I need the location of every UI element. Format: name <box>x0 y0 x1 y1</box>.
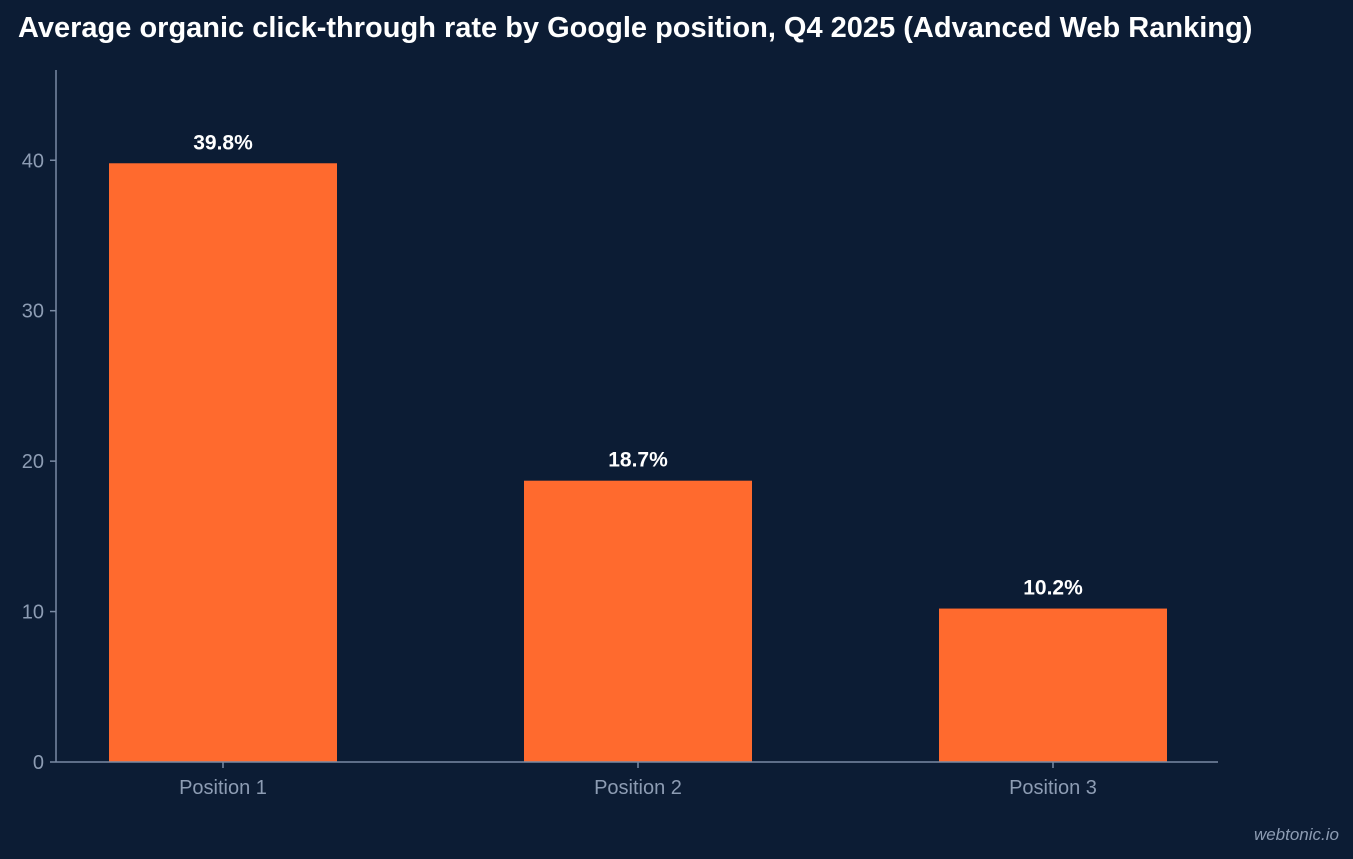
y-axis: 0 10 20 30 40 <box>22 70 57 774</box>
y-tick-label: 20 <box>22 451 44 473</box>
watermark: webtonic.io <box>1253 825 1339 844</box>
bars-layer <box>109 163 1167 763</box>
bar <box>939 608 1167 762</box>
bar <box>109 163 337 763</box>
data-label: 39.8% <box>193 131 253 154</box>
bar <box>524 480 752 762</box>
x-tick-label: Position 3 <box>1009 777 1097 799</box>
data-label: 10.2% <box>1023 577 1083 600</box>
y-tick-label: 40 <box>22 150 44 172</box>
y-tick-label: 30 <box>22 301 44 323</box>
x-tick-label: Position 1 <box>179 777 267 799</box>
x-tick-label: Position 2 <box>594 777 682 799</box>
chart-title: Average organic click-through rate by Go… <box>18 12 1253 44</box>
data-labels-layer: 39.8% 18.7% 10.2% <box>193 131 1083 599</box>
x-axis: Position 1 Position 2 Position 3 <box>56 761 1218 799</box>
y-tick-label: 0 <box>33 752 44 774</box>
y-tick-label: 10 <box>22 602 44 624</box>
data-label: 18.7% <box>608 449 668 472</box>
